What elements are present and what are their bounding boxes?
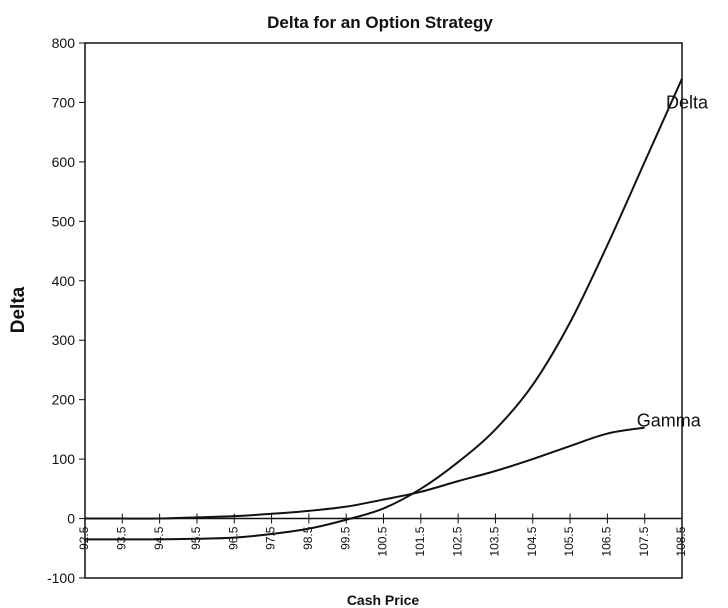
series-label-gamma: Gamma xyxy=(637,411,702,431)
x-tick-label: 108.5 xyxy=(674,526,688,556)
y-axis-title: Delta xyxy=(8,286,29,333)
x-tick-label: 98.5 xyxy=(301,526,315,550)
x-tick-label: 93.5 xyxy=(114,526,128,550)
x-tick-label: 104.5 xyxy=(525,526,539,556)
y-tick-label: -100 xyxy=(47,570,75,586)
y-tick-label: 200 xyxy=(52,392,76,408)
x-tick-label: 99.5 xyxy=(338,526,352,550)
x-tick-label: 107.5 xyxy=(637,526,651,556)
y-tick-label: 400 xyxy=(52,273,76,289)
x-axis: 92.5 93.5 94.5 95.5 96.5 97.5 98.5 99.5 100.5 101… xyxy=(77,513,688,557)
y-tick-label: 700 xyxy=(52,94,76,110)
plot-frame xyxy=(84,42,683,579)
x-tick-label: 101.5 xyxy=(413,526,427,556)
y-tick-label: 500 xyxy=(52,213,76,229)
y-tick-label: 800 xyxy=(52,35,76,51)
chart-title: Delta for an Option Strategy xyxy=(267,13,493,32)
x-tick-label: 105.5 xyxy=(562,526,576,556)
y-tick-label: 300 xyxy=(52,332,76,348)
x-tick-label: 100.5 xyxy=(376,526,390,556)
y-tick-label: 100 xyxy=(52,451,76,467)
x-tick-label: 103.5 xyxy=(488,526,502,556)
x-axis-title: Cash Price xyxy=(347,592,420,608)
series-lines: Delta Gamma xyxy=(84,78,709,541)
x-tick-label: 102.5 xyxy=(450,526,464,556)
y-tick-label: 600 xyxy=(52,154,76,170)
series-delta-line xyxy=(84,78,683,541)
series-label-delta: Delta xyxy=(666,93,709,113)
x-tick-label: 97.5 xyxy=(264,526,278,550)
x-tick-label: 106.5 xyxy=(600,526,614,556)
y-axis: -100 0 100 200 300 400 500 600 700 800 xyxy=(47,35,85,586)
x-tick-label: 92.5 xyxy=(77,526,91,550)
series-gamma-line xyxy=(85,426,645,520)
y-tick-label: 0 xyxy=(67,511,75,527)
x-tick-label: 94.5 xyxy=(152,526,166,550)
